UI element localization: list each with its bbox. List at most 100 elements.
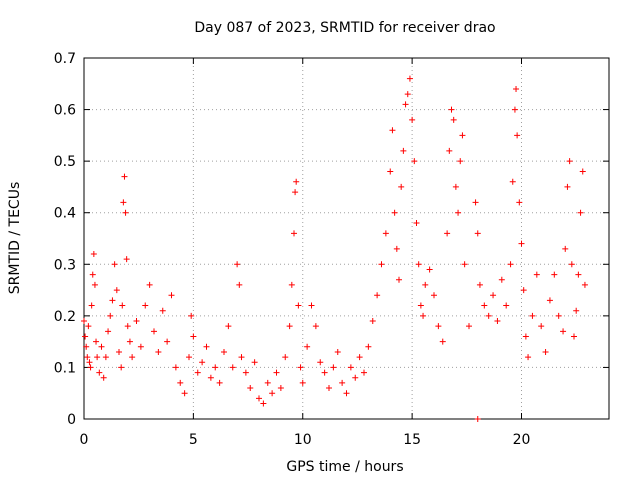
- data-point: [164, 338, 171, 345]
- y-tick-label: 0.3: [54, 257, 76, 273]
- data-point: [431, 292, 437, 299]
- data-point: [260, 400, 267, 407]
- data-point: [146, 281, 153, 288]
- data-point: [199, 359, 206, 366]
- data-point: [452, 183, 459, 190]
- data-point: [481, 302, 488, 309]
- data-point: [188, 312, 195, 319]
- data-point: [273, 369, 280, 376]
- y-tick-label: 0.6: [54, 103, 76, 119]
- data-point: [472, 199, 479, 206]
- data-point: [566, 158, 573, 165]
- y-tick-label: 0: [67, 412, 76, 428]
- data-point: [546, 297, 553, 304]
- data-point: [229, 364, 236, 371]
- data-point: [326, 385, 332, 392]
- data-point: [186, 354, 192, 361]
- data-point: [520, 287, 527, 294]
- data-point: [564, 183, 571, 190]
- data-point: [444, 230, 451, 237]
- data-point: [137, 343, 144, 350]
- chart-title: Day 087 of 2023, SRMTID for receiver dra…: [194, 20, 495, 36]
- data-point: [236, 281, 243, 288]
- data-point: [396, 276, 402, 283]
- data-point: [330, 364, 337, 371]
- data-point: [113, 287, 120, 294]
- data-point: [518, 240, 525, 247]
- data-point: [369, 318, 376, 325]
- data-point: [516, 199, 523, 206]
- data-point: [560, 328, 567, 335]
- data-point: [459, 132, 466, 139]
- data-point: [503, 302, 510, 309]
- y-tick-label: 0.2: [54, 309, 76, 325]
- data-point: [494, 318, 501, 325]
- data-point: [411, 158, 418, 165]
- data-point: [122, 209, 129, 216]
- data-point: [522, 333, 529, 340]
- data-point: [551, 271, 558, 278]
- data-point: [100, 374, 107, 381]
- data-point: [159, 307, 166, 314]
- data-point: [88, 302, 95, 309]
- grid: [84, 58, 609, 419]
- data-point: [577, 209, 584, 216]
- data-point: [216, 379, 223, 386]
- data-point: [498, 276, 505, 283]
- data-point: [387, 168, 394, 175]
- data-point: [514, 132, 521, 139]
- data-point: [361, 369, 367, 376]
- data-point: [155, 348, 162, 355]
- data-point: [568, 261, 575, 268]
- data-point: [542, 348, 549, 355]
- y-tick-label: 0.7: [54, 51, 76, 67]
- data-point: [142, 302, 149, 309]
- data-point: [84, 354, 91, 361]
- y-axis-ticks: 0 0.1 0.2 0.3 0.4 0.5 0.6 0.7: [54, 51, 609, 428]
- data-point: [562, 245, 569, 252]
- data-point: [509, 178, 516, 185]
- data-point: [378, 261, 385, 268]
- y-tick-label: 0.1: [54, 360, 76, 376]
- data-point: [446, 147, 453, 154]
- data-point: [533, 271, 540, 278]
- data-point: [102, 354, 109, 361]
- data-point: [85, 323, 92, 330]
- y-axis-label: SRMTID / TECUs: [7, 182, 23, 295]
- data-point: [194, 369, 201, 376]
- data-point: [448, 106, 455, 113]
- data-point: [334, 348, 341, 355]
- data-point: [151, 328, 157, 335]
- data-point: [317, 359, 324, 366]
- data-point: [413, 220, 420, 227]
- data-point: [242, 369, 249, 376]
- data-point: [382, 230, 389, 237]
- data-point: [107, 312, 114, 319]
- data-point: [293, 178, 300, 185]
- data-point: [339, 379, 346, 386]
- data-point: [343, 390, 350, 397]
- data-point: [94, 354, 101, 361]
- data-point: [476, 281, 483, 288]
- x-tick-label: 10: [294, 432, 312, 448]
- data-point: [297, 364, 304, 371]
- data-point: [439, 338, 446, 345]
- data-point: [389, 127, 396, 134]
- data-point: [225, 323, 232, 330]
- data-point: [133, 318, 140, 325]
- data-point: [190, 333, 197, 340]
- data-point: [466, 323, 472, 330]
- data-point: [347, 364, 354, 371]
- data-point: [168, 292, 175, 299]
- data-point: [286, 323, 293, 330]
- data-point: [91, 281, 98, 288]
- data-point: [575, 271, 582, 278]
- data-point: [525, 354, 532, 361]
- data-point: [129, 354, 136, 361]
- data-point: [299, 379, 306, 386]
- data-point: [529, 312, 536, 319]
- data-point: [308, 302, 315, 309]
- data-point: [409, 116, 416, 123]
- data-point: [123, 256, 130, 263]
